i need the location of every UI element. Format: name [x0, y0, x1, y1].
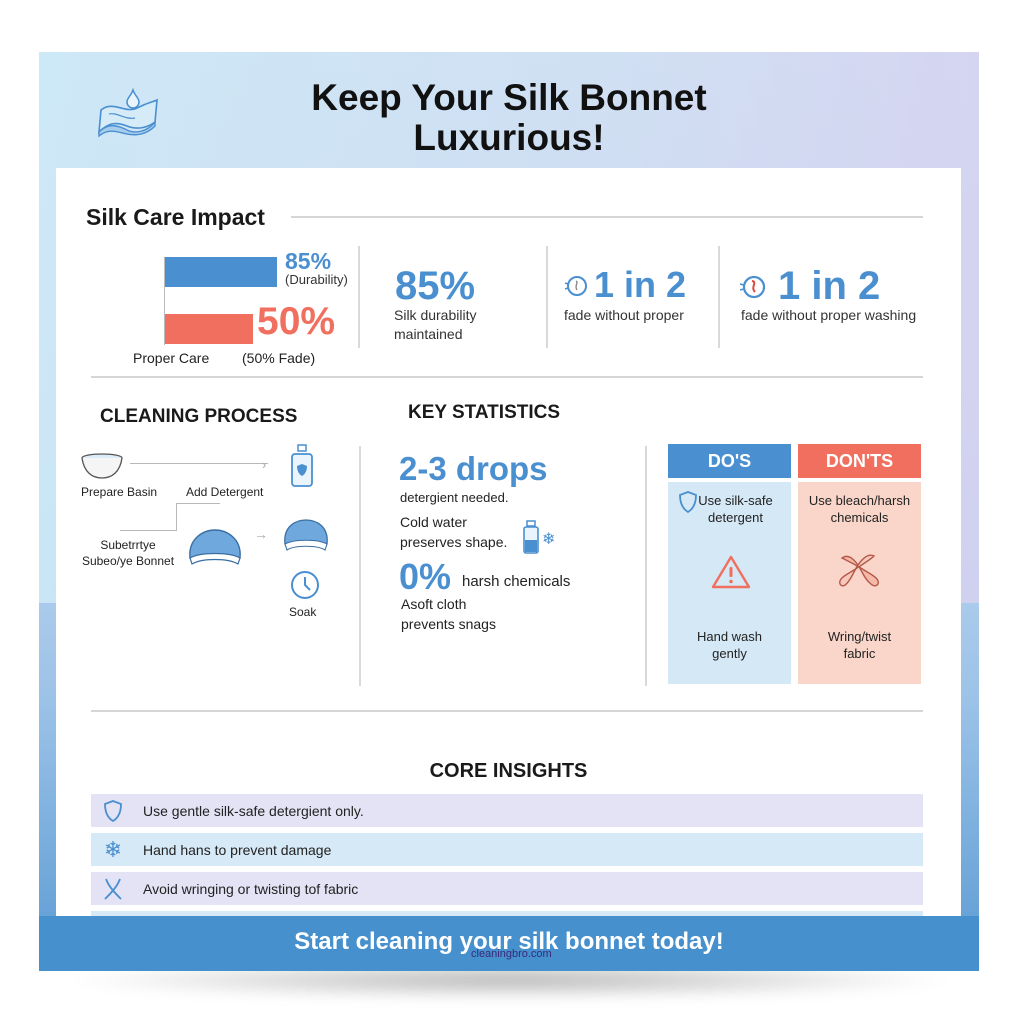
title-line-1: Keep Your Silk Bonnet: [311, 77, 707, 118]
durability-bar: [165, 257, 277, 287]
soft-cloth-text: Asoft cloth prevents snags: [401, 594, 496, 634]
chemicals-value: 0%: [399, 556, 452, 597]
section-divider: [291, 216, 923, 218]
page-title: Keep Your Silk Bonnet Luxurious!: [39, 78, 979, 158]
bar-chart-axis: [164, 257, 165, 345]
bar-category-label: Proper Care: [133, 350, 210, 366]
dos-column: DO'S Use silk-safe detergent Hand wash g…: [668, 444, 791, 684]
chemicals-label: harsh chemicals: [462, 573, 571, 590]
bonnet-icon: [189, 529, 241, 565]
stat-label-line: Silk durability: [394, 307, 477, 323]
drops-label: detergient needed.: [400, 490, 509, 505]
core-insights-title: CORE INSIGHTS: [429, 760, 588, 782]
svg-text:❄: ❄: [542, 531, 555, 548]
stat-divider: [358, 246, 360, 348]
donts-line: chemicals: [830, 510, 889, 525]
insight-text: Use gentle silk-safe detergient only.: [143, 803, 364, 819]
donts-header: DON'TS: [798, 444, 921, 478]
donts-body: Use bleach/harsh chemicals Wring/twist f…: [798, 482, 921, 684]
section-divider: [91, 710, 923, 712]
shield-icon: [104, 800, 122, 823]
stat-fade-washing-label: fade without proper washing: [741, 307, 917, 323]
section-divider: [91, 376, 923, 378]
donts-line: fabric: [843, 646, 876, 661]
fade-label: (50% Fade): [242, 350, 316, 366]
dos-line: Use silk-safe: [698, 493, 773, 508]
header: Keep Your Silk Bonnet Luxurious!: [39, 52, 979, 168]
shield-icon: [679, 491, 697, 514]
footer-banner: Start cleaning your silk bonnet today! c…: [39, 916, 979, 971]
insight-row: ❄ Hand hans to prevent damage: [91, 833, 923, 866]
stat-divider: [718, 246, 720, 348]
insight-text: Avoid wringing or twisting tof fabric: [143, 881, 359, 897]
cold-water-line: Cold water: [400, 514, 467, 530]
bottle-snowflake-icon: ❄: [523, 520, 555, 554]
section-divider-vertical: [645, 446, 647, 686]
clock-fade-red-icon: [740, 275, 766, 299]
stat-divider: [546, 246, 548, 348]
title-line-2: Luxurious!: [413, 117, 605, 158]
cross-icon: [104, 878, 122, 900]
step-label-line: Subeo/ye Bonnet: [81, 554, 175, 568]
basin-icon: [81, 453, 123, 479]
step-submerge-bonnet: Subetrrtye Subeo/ye Bonnet: [73, 537, 183, 569]
dos-body: Use silk-safe detergent Hand wash gently: [668, 482, 791, 684]
drops-value: 2-3 drops: [399, 450, 548, 487]
insight-text: Hand hans to prevent damage: [143, 842, 332, 858]
snowflake-icon: ❄: [103, 837, 123, 862]
dos-line: gently: [712, 646, 747, 661]
arrow-right-icon: →: [254, 526, 268, 542]
donts-line: Use bleach/harsh: [808, 493, 911, 508]
call-to-action: Start cleaning your silk bonnet today!: [294, 928, 724, 955]
key-statistics-title: KEY STATISTICS: [408, 402, 561, 423]
stat-durability-value: 85%: [395, 264, 476, 308]
cold-water-text: Cold water preserves shape.: [400, 512, 507, 552]
step-label-line: Subetrrtye: [100, 538, 156, 552]
dos-header: DO'S: [668, 444, 791, 478]
stat-fade-label: fade without proper: [564, 307, 684, 323]
donts-column: DON'TS Use bleach/harsh chemicals Wring/…: [798, 444, 921, 684]
insight-row: Use gentle silk-safe detergient only.: [91, 794, 923, 827]
cold-water-line: preserves shape.: [400, 534, 508, 550]
content-card: Silk Care Impact 85% (Durability) 50% Pr…: [56, 168, 961, 944]
process-connector: [176, 503, 220, 504]
dos-line: detergent: [708, 510, 763, 525]
detergent-bottle-icon: [291, 444, 313, 487]
dos-line: Hand wash: [696, 629, 763, 644]
cleaning-process-title: CLEANING PROCESS: [100, 406, 298, 427]
fade-value: 50%: [257, 300, 336, 343]
step-soak: Soak: [289, 605, 317, 619]
fade-bar: [165, 314, 253, 344]
donts-item-bleach: Use bleach/harsh chemicals: [798, 492, 921, 526]
section-divider-vertical: [359, 446, 361, 686]
clock-icon: [291, 571, 319, 599]
arrow-right-icon: ›: [262, 457, 267, 472]
donts-item-wring: Wring/twist fabric: [798, 628, 921, 662]
soft-cloth-line: Asoft cloth: [401, 596, 467, 612]
stat-fade-washing-value: 1 in 2: [778, 264, 881, 308]
silk-fabric-water-drop-icon: [98, 88, 158, 138]
donts-line: Wring/twist: [827, 629, 892, 644]
dos-item-silk-safe: Use silk-safe detergent: [668, 492, 791, 526]
stat-durability-label: Silk durability maintained: [394, 306, 476, 344]
watermark: cleaningbro.com: [471, 948, 552, 960]
stat-fade-value: 1 in 2: [594, 264, 687, 305]
soft-cloth-line: prevents snags: [401, 616, 496, 632]
process-connector: [120, 530, 177, 531]
bonnet-soaked-icon: [284, 519, 328, 551]
process-connector: [176, 503, 177, 531]
step-prepare-basin: Prepare Basin: [81, 485, 158, 499]
insight-row: Avoid wringing or twisting tof fabric: [91, 872, 923, 905]
dos-item-hand-wash: Hand wash gently: [668, 628, 791, 662]
impact-section-title: Silk Care Impact: [86, 204, 265, 230]
clock-fade-icon: [564, 276, 587, 296]
twisted-fabric-icon: [839, 554, 879, 587]
stat-label-line: maintained: [394, 326, 463, 342]
process-arrow-line: [130, 463, 268, 464]
step-add-detergent: Add Detergent: [186, 485, 264, 499]
infographic-poster: Keep Your Silk Bonnet Luxurious! Silk Ca…: [39, 52, 979, 971]
warning-icon: [711, 555, 751, 589]
durability-label: (Durability): [285, 272, 348, 287]
durability-value: 85%: [285, 248, 332, 274]
